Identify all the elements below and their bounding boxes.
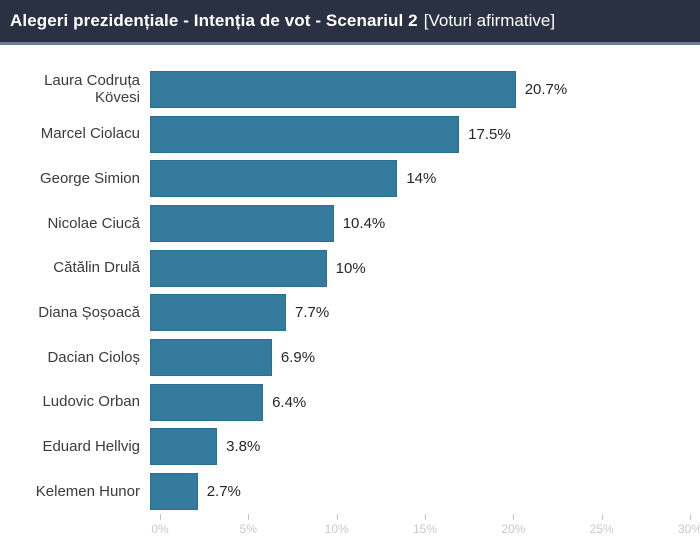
bar-row: Marcel Ciolacu 17.5% <box>0 112 700 157</box>
category-label: Eduard Hellvig <box>42 438 140 455</box>
x-axis-tick-mark <box>160 513 161 520</box>
x-axis-tick-label: 20% <box>501 521 526 536</box>
category-label: George Simion <box>39 169 140 187</box>
bar[interactable] <box>150 338 272 376</box>
category-label: Dacian Cioloș <box>47 348 140 366</box>
value-label: 3.8% <box>226 438 261 456</box>
bar-row: Nicolae Ciucă 10.4% <box>0 201 700 246</box>
category-label: Kelemen Hunor <box>35 482 140 500</box>
bar-track: 14% <box>150 156 700 201</box>
value-label: 20.7% <box>524 80 568 98</box>
bar[interactable] <box>150 428 218 466</box>
category-label: Diana Șoșoacă <box>38 303 140 321</box>
bar-track: 20.7% <box>150 67 700 112</box>
bar-row: Diana Șoșoacă 7.7% <box>0 290 700 335</box>
x-axis: 0% 5% 10% 15% 20% 25% 30% <box>0 513 700 542</box>
bar-row: Eduard Hellvig 3.8% <box>0 425 700 470</box>
bar-row: Laura Codruța Kövesi 20.7% <box>0 67 700 112</box>
bar-chart: Laura Codruța Kövesi 20.7% Marcel Ciolacu 1… <box>0 45 700 542</box>
value-label: 10% <box>335 259 366 277</box>
bar-row: George Simion 14% <box>0 156 700 201</box>
x-axis-tick-label: 5% <box>239 521 257 536</box>
x-axis-tick-mark <box>690 513 691 520</box>
category-label: Cătălin Drulă <box>53 259 140 277</box>
bar-track: 6.4% <box>150 380 700 425</box>
x-axis-tick-label: 15% <box>412 521 438 536</box>
bar[interactable] <box>150 383 264 421</box>
x-axis-tick-label: 30% <box>677 521 700 536</box>
x-axis-tick-mark <box>513 513 515 520</box>
bar-track: 7.7% <box>150 290 700 335</box>
x-axis-tick-label: 25% <box>589 521 614 536</box>
x-axis-tick-mark <box>425 513 426 520</box>
bar[interactable] <box>150 473 198 511</box>
value-label: 2.7% <box>206 483 241 501</box>
value-label: 14% <box>406 170 437 188</box>
category-label: Laura Codruța Kövesi <box>44 71 140 107</box>
bar-track: 17.5% <box>150 112 700 157</box>
bar[interactable] <box>150 160 398 198</box>
bar-row: Ludovic Orban 6.4% <box>0 380 700 425</box>
x-axis-tick-mark <box>336 513 338 520</box>
chart-subtitle: [Voturi afirmative] <box>423 11 556 30</box>
bar[interactable] <box>150 70 516 108</box>
bar-rows: Laura Codruța Kövesi 20.7% Marcel Ciolacu 1… <box>0 45 700 514</box>
bar-row: Dacian Cioloș 6.9% <box>0 335 700 380</box>
x-axis-tick-label: 10% <box>324 521 349 536</box>
bar[interactable] <box>150 115 460 153</box>
bar-row: Cătălin Drulă 10% <box>0 246 700 291</box>
x-axis-tick-mark <box>601 513 603 520</box>
bar-track: 6.9% <box>150 335 700 380</box>
bar-track: 3.8% <box>150 425 700 470</box>
bar[interactable] <box>150 294 287 332</box>
category-label: Marcel Ciolacu <box>40 125 140 143</box>
value-label: 7.7% <box>295 304 330 322</box>
value-label: 10.4% <box>342 214 386 232</box>
bar[interactable] <box>150 204 334 242</box>
value-label: 6.4% <box>272 393 307 411</box>
chart-title: Alegeri prezidențiale - Intenția de vot … <box>10 11 418 30</box>
bar-track: 2.7% <box>150 469 700 514</box>
category-label: Nicolae Ciucă <box>47 214 140 232</box>
value-label: 17.5% <box>468 125 511 143</box>
x-axis-tick-mark <box>248 513 250 520</box>
bar-row: Kelemen Hunor 2.7% <box>0 469 700 514</box>
x-axis-tick-label: 0% <box>151 521 169 536</box>
value-label: 6.9% <box>280 348 316 366</box>
category-label: Ludovic Orban <box>42 393 140 411</box>
bar-track: 10.4% <box>150 201 700 246</box>
bar[interactable] <box>150 249 327 287</box>
chart-header: Alegeri prezidențiale - Intenția de vot … <box>0 0 700 45</box>
bar-track: 10% <box>150 246 700 291</box>
